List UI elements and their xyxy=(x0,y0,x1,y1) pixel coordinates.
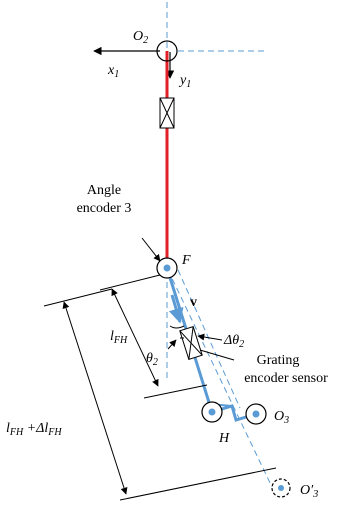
o3-prime-label: O′3 xyxy=(300,483,318,500)
dashed-link-offset xyxy=(177,269,241,409)
grating-label-line2: encoder sensor xyxy=(244,371,328,386)
o2-joint xyxy=(156,40,178,62)
v-label: v xyxy=(190,295,197,310)
angle-encoder-label-line1: Angle xyxy=(87,183,121,198)
delta-theta2-label: Δθ2 xyxy=(223,333,244,350)
lfh-delta-dimension xyxy=(43,288,277,501)
h-joint xyxy=(201,401,223,423)
angle-encoder-pointer xyxy=(141,237,161,262)
o3-prime-joint xyxy=(271,478,291,498)
o2-label: O2 xyxy=(133,29,148,46)
y1-label: y1 xyxy=(178,73,191,90)
velocity-arrow xyxy=(168,294,184,324)
angle-encoder-label-line2: encoder 3 xyxy=(77,201,132,216)
f-joint xyxy=(156,257,178,279)
o3-joint xyxy=(245,403,267,425)
upper-sensor-icon xyxy=(159,97,175,129)
lfh-delta-label: lFH +ΔlFH xyxy=(6,421,62,438)
lfh-label: lFH xyxy=(110,329,128,346)
theta2-arc xyxy=(169,325,185,329)
grating-pointer xyxy=(199,349,235,361)
x1-label: x1 xyxy=(107,63,119,80)
delta-theta2-pointer xyxy=(197,333,223,341)
f-label: F xyxy=(181,253,191,268)
grating-encoder-sensor-icon xyxy=(179,325,203,361)
h-label: H xyxy=(218,431,230,446)
theta2-label: θ2 xyxy=(146,351,158,368)
grating-label-line1: Grating xyxy=(257,353,300,368)
o3-label: O3 xyxy=(274,409,289,426)
dashed-extended-link xyxy=(167,269,273,488)
theta2-pointer xyxy=(167,339,177,350)
